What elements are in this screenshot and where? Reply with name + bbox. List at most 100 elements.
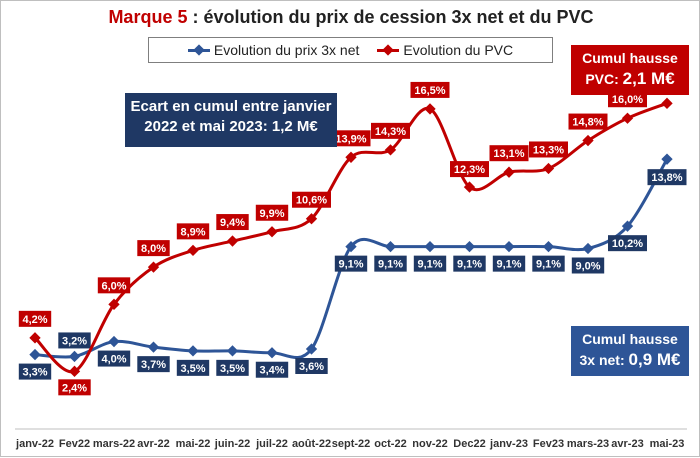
x-tick-label: mars-22	[93, 438, 135, 450]
data-label: 3,6%	[299, 361, 324, 373]
data-point	[384, 144, 397, 156]
data-label-bg	[331, 130, 371, 147]
ecart-prefix: 2022 et mai 2023:	[144, 118, 272, 136]
data-label-bg	[292, 191, 331, 208]
cumul-3x-value: 0,9 M€	[628, 349, 681, 369]
data-label: 2,4%	[62, 382, 87, 394]
data-label: 4,0%	[101, 354, 126, 366]
data-label-bg	[295, 358, 328, 374]
data-label-bg	[255, 204, 289, 221]
cumul-3x-prefix: 3x net:	[579, 351, 629, 368]
cumul-pvc-line2: PVC: 2,1 M€	[571, 68, 689, 91]
data-label-bg	[176, 359, 210, 376]
data-label-bg	[58, 332, 91, 349]
data-label: 9,4%	[220, 217, 245, 229]
data-point	[305, 213, 318, 225]
data-label-bg	[489, 145, 529, 162]
ecart-value: 1,2 M€	[271, 118, 318, 136]
legend: Evolution du prix 3x net Evolution du PV…	[148, 37, 553, 63]
ecart-line2: 2022 et mai 2023: 1,2 M€	[125, 117, 337, 137]
x-tick-label: nov-22	[412, 438, 447, 450]
cumul-pvc-value: 2,1 M€	[622, 68, 675, 88]
data-label: 10,2%	[612, 238, 643, 250]
x-tick-label: janv-22	[15, 438, 54, 450]
data-label-bg	[529, 141, 568, 158]
cumul-pvc-line1: Cumul hausse	[582, 50, 678, 66]
legend-label-prix3x: Evolution du prix 3x net	[213, 42, 360, 58]
x-tick-label: juin-22	[214, 438, 250, 450]
data-label-bg	[571, 257, 605, 274]
data-label: 3,3%	[22, 367, 47, 379]
legend-item-pvc: Evolution du PVC	[377, 42, 513, 58]
data-label: 3,7%	[141, 359, 166, 371]
data-point	[108, 335, 120, 348]
data-point	[345, 151, 357, 163]
x-tick-label: mai-23	[650, 438, 685, 450]
data-label: 9,1%	[338, 259, 363, 271]
data-label: 9,1%	[457, 259, 482, 271]
data-label: 3,5%	[180, 363, 205, 375]
data-point	[147, 341, 160, 353]
data-point	[542, 240, 555, 253]
series-pvc: 4,2% 2,4% 6,0% 8,0% 8,9% 9,4% 9,9% 10,6% 13,9% 14…	[18, 76, 687, 396]
data-label: 13,9%	[335, 133, 366, 145]
data-label-bg	[58, 379, 91, 396]
x-tick-label: janv-23	[489, 438, 528, 450]
x-tick-label: sept-22	[332, 438, 371, 450]
data-point	[266, 347, 278, 359]
data-label: 9,1%	[378, 259, 403, 271]
data-label: 12,3%	[454, 164, 485, 176]
data-label: 3,2%	[62, 335, 87, 347]
data-label-bg	[647, 169, 687, 186]
cumul-3x-line2: 3x net: 0,9 M€	[571, 349, 689, 372]
data-point	[621, 220, 634, 232]
data-point	[187, 244, 199, 257]
data-label-bg	[608, 91, 647, 108]
data-label-bg	[216, 214, 249, 231]
data-label: 4,2%	[22, 314, 47, 326]
x-tick-label: Fev22	[59, 438, 90, 450]
cumul-pvc-annotation: Cumul hausse PVC: 2,1 M€	[571, 45, 689, 95]
legend-label-pvc: Evolution du PVC	[403, 42, 514, 58]
data-label: 9,0%	[575, 261, 600, 273]
data-label-bg	[532, 255, 565, 272]
data-label: 14,8%	[572, 117, 603, 129]
data-point	[384, 240, 397, 253]
ecart-annotation: Ecart en cumul entre janvier 2022 et mai…	[125, 93, 337, 147]
data-point	[29, 348, 41, 361]
data-point	[661, 97, 673, 109]
x-tick-label: août-22	[292, 438, 331, 450]
x-tick-label: avr-22	[137, 438, 169, 450]
data-point	[226, 235, 239, 247]
data-label-bg	[334, 255, 368, 272]
title-brand: Marque 5	[108, 7, 188, 27]
x-tick-label: oct-22	[374, 438, 406, 450]
data-label-bg	[18, 310, 52, 327]
data-label: 10,6%	[296, 195, 327, 207]
data-point	[68, 350, 81, 363]
data-label: 3,5%	[220, 363, 245, 375]
legend-item-prix3x: Evolution du prix 3x net	[187, 42, 360, 58]
data-point	[187, 345, 199, 357]
data-label: 16,0%	[612, 94, 643, 106]
data-label: 14,3%	[375, 126, 406, 138]
data-label: 8,0%	[141, 243, 166, 255]
data-label: 9,1%	[417, 259, 442, 271]
cumul-3x-line1: Cumul hausse	[582, 331, 678, 347]
data-label: 13,8%	[651, 172, 682, 184]
data-point	[503, 166, 515, 178]
data-point	[582, 242, 594, 255]
data-label: 9,9%	[259, 208, 284, 220]
data-label-bg	[18, 363, 52, 380]
data-label: 9,1%	[496, 259, 521, 271]
data-label: 6,0%	[101, 280, 126, 292]
data-label: 9,1%	[536, 259, 561, 271]
data-point	[424, 240, 436, 253]
cumul-3x-annotation: Cumul hausse 3x net: 0,9 M€	[571, 326, 689, 376]
data-point	[266, 226, 278, 238]
data-label-bg	[137, 240, 170, 257]
x-tick-label: avr-23	[611, 438, 643, 450]
cumul-pvc-prefix: PVC:	[585, 70, 623, 87]
data-point	[226, 345, 239, 357]
